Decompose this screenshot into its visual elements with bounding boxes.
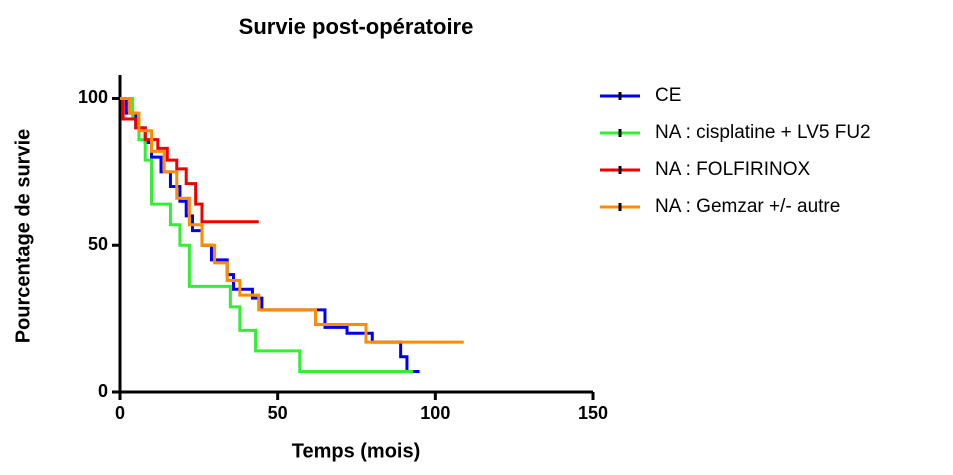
chart-title: Survie post-opératoire	[239, 14, 474, 39]
survival-curve	[120, 96, 414, 373]
x-tick-label: 0	[115, 403, 125, 423]
y-tick-label: 50	[88, 234, 108, 254]
survival-curve	[120, 96, 420, 373]
legend-label: NA : cisplatine + LV5 FU2	[655, 122, 871, 143]
survival-curve	[120, 96, 464, 344]
x-tick-label: 150	[578, 403, 608, 423]
survival-curve	[120, 96, 259, 224]
x-tick-label: 100	[420, 403, 450, 423]
x-tick-label: 50	[268, 403, 288, 423]
legend-label: CE	[655, 85, 681, 106]
y-tick-label: 100	[78, 87, 108, 107]
legend-label: NA : FOLFIRINOX	[655, 159, 811, 180]
y-tick-label: 0	[98, 381, 108, 401]
y-axis-label: Pourcentage de survie	[12, 129, 34, 344]
legend-label: NA : Gemzar +/- autre	[655, 196, 840, 217]
x-axis-label: Temps (mois)	[292, 440, 421, 462]
